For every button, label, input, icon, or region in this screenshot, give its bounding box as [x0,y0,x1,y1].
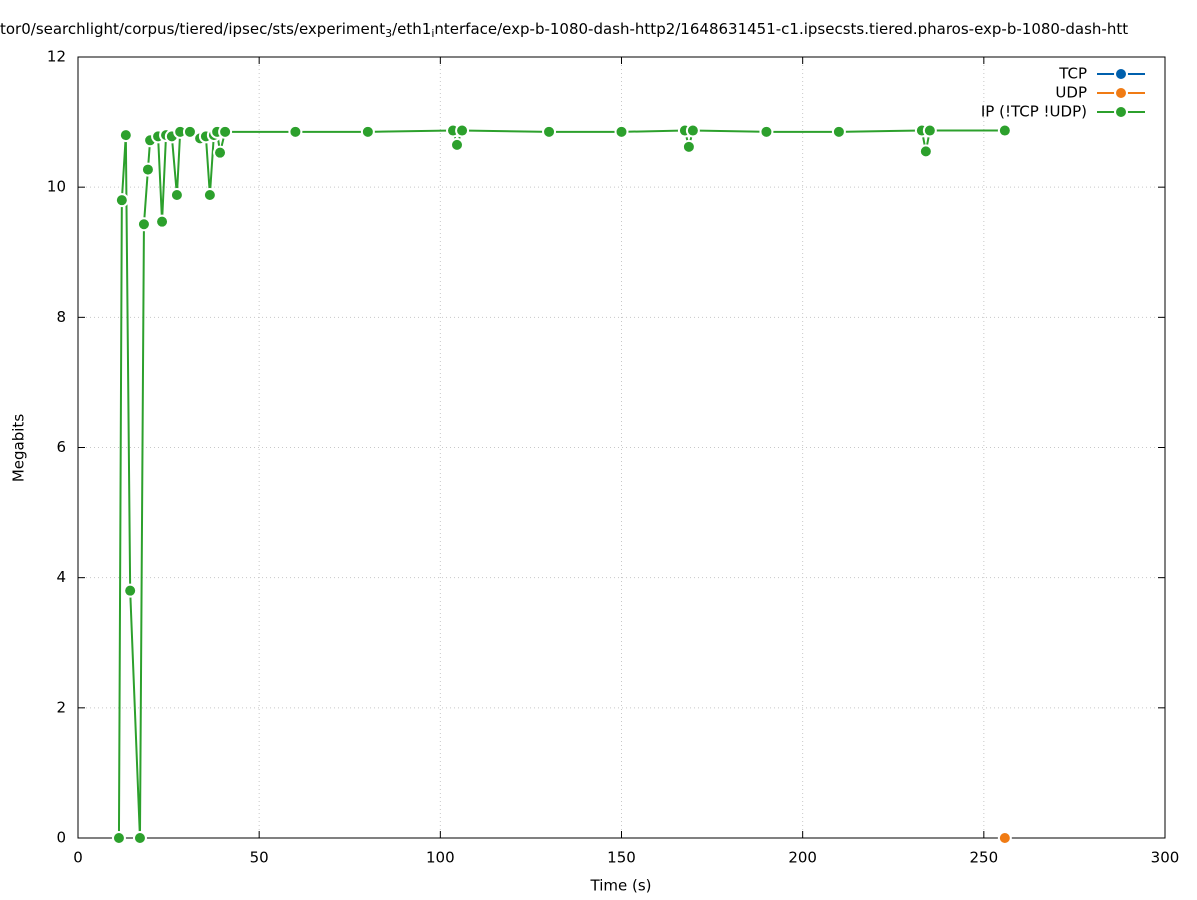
plot-frame [77,56,1166,839]
y-tick-label: 4 [56,568,66,586]
y-tick-label: 10 [47,178,66,196]
y-tick-label: 2 [56,698,66,716]
series-line [117,129,1005,839]
data-point [831,124,846,139]
y-tick-label: 8 [56,308,66,326]
data-point [360,124,375,139]
data-point [155,214,170,229]
legend-label: IP (!TCP !UDP) [981,103,1087,121]
chart-title: tor0/searchlight/corpus/tiered/ipsec/sts… [0,20,1128,41]
title-part: tor0/searchlight/corpus/tiered/ipsec/sts… [0,20,385,38]
data-point [685,123,700,138]
x-tick-label: 250 [970,849,999,867]
data-point [997,831,1012,845]
title-part: i [431,27,434,40]
y-tick-label: 6 [56,438,66,456]
legend-marker [1114,67,1128,81]
data-point [213,145,228,160]
data-point [218,124,233,139]
data-point [681,139,696,154]
data-point [136,217,151,232]
y-tick-label: 0 [56,829,66,847]
x-tick-label: 0 [73,849,83,867]
title-part: 3 [385,27,392,40]
data-point [123,583,138,598]
x-tick-label: 100 [426,849,455,867]
legend-label: UDP [1055,84,1087,102]
data-point [455,123,470,138]
data-point [111,831,126,845]
y-axis-label: Megabits [10,414,28,482]
x-tick-label: 50 [250,849,269,867]
title-part: /eth1 [392,20,431,38]
data-point [918,144,933,159]
data-point [542,124,557,139]
y-tick-label: 12 [47,48,66,66]
data-point [997,123,1012,138]
data-point [182,124,197,139]
data-point [114,193,129,208]
legend-label: TCP [1058,65,1087,83]
x-tick-label: 300 [1151,849,1180,867]
data-point [922,123,937,138]
data-point [132,831,147,845]
data-point [202,187,217,202]
data-point [169,187,184,202]
x-tick-label: 200 [788,849,817,867]
data-point [118,128,133,143]
data-point [288,124,303,139]
legend-marker [1114,105,1128,119]
x-axis-label: Time (s) [590,877,652,895]
x-tick-label: 150 [607,849,636,867]
legend-marker [1114,86,1128,100]
data-point [614,124,629,139]
data-point [450,137,465,152]
data-point [140,162,155,177]
title-part: nterface/exp-b-1080-dash-http2/164863145… [434,20,1128,38]
data-point [759,124,774,139]
